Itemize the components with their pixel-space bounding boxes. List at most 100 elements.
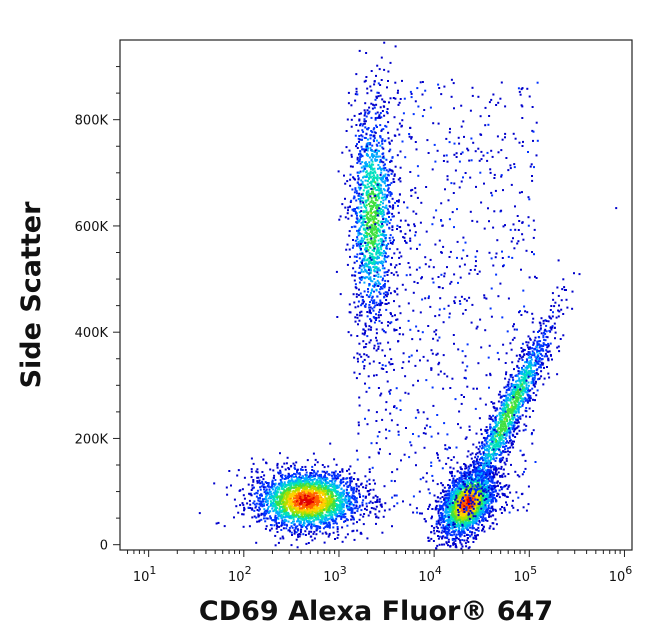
data-point: [324, 531, 327, 534]
data-point: [312, 483, 315, 486]
data-point: [325, 508, 328, 511]
data-point: [242, 525, 245, 528]
data-point: [446, 502, 449, 505]
data-point: [317, 485, 320, 488]
data-point: [472, 509, 475, 512]
data-point: [309, 492, 312, 495]
data-point: [266, 503, 269, 506]
data-point: [454, 543, 457, 545]
data-point: [474, 505, 477, 508]
data-point: [342, 509, 345, 512]
data-point: [274, 482, 277, 485]
data-point: [500, 512, 503, 514]
data-point: [328, 507, 331, 510]
data-point: [316, 527, 319, 530]
data-point: [313, 492, 316, 495]
data-point: [327, 524, 330, 527]
data-point: [469, 502, 471, 505]
data-point: [292, 515, 295, 518]
data-point: [436, 530, 439, 533]
data-point: [491, 509, 494, 512]
data-point: [271, 483, 274, 486]
data-point: [287, 495, 289, 498]
data-point: [264, 520, 267, 523]
data-point: [459, 492, 462, 495]
data-point: [454, 480, 457, 483]
data-point: [472, 541, 475, 543]
data-point: [276, 462, 279, 465]
data-point: [449, 534, 452, 536]
data-point: [285, 507, 288, 510]
data-point: [313, 519, 316, 522]
data-point: [325, 517, 328, 520]
data-point: [303, 497, 306, 500]
data-point: [276, 503, 279, 506]
data-point: [324, 522, 327, 525]
data-point: [291, 510, 294, 513]
data-point: [269, 517, 272, 520]
data-point: [279, 498, 282, 501]
data-point: [503, 493, 506, 496]
data-point: [309, 515, 312, 518]
data-point: [302, 480, 305, 482]
data-point: [439, 506, 442, 509]
data-point: [264, 492, 267, 495]
data-point: [452, 486, 455, 488]
data-point: [468, 519, 471, 522]
data-point: [295, 461, 298, 464]
data-point: [285, 496, 288, 499]
data-point: [329, 488, 332, 491]
data-point: [300, 510, 303, 513]
data-point: [285, 527, 288, 530]
data-point: [322, 498, 325, 500]
data-point: [467, 547, 470, 550]
data-point: [258, 503, 261, 506]
data-point: [266, 517, 269, 520]
data-point: [321, 502, 324, 505]
data-point: [443, 486, 446, 489]
data-point: [347, 491, 350, 494]
data-point: [471, 525, 474, 527]
data-point: [284, 516, 287, 519]
data-point: [508, 484, 511, 487]
data-point: [362, 499, 365, 502]
data-point: [467, 508, 470, 511]
data-point: [318, 490, 321, 493]
data-point: [276, 494, 278, 497]
data-point: [261, 480, 264, 483]
data-point: [460, 543, 463, 546]
data-point: [438, 504, 441, 507]
data-point: [310, 507, 313, 510]
data-point: [296, 499, 299, 502]
data-point: [342, 498, 345, 501]
data-point: [294, 480, 297, 483]
data-point: [267, 511, 270, 514]
data-point: [298, 499, 301, 501]
data-point: [253, 503, 256, 506]
data-point: [307, 490, 310, 493]
data-point: [332, 531, 335, 534]
data-point: [317, 518, 320, 521]
data-point: [304, 483, 307, 486]
data-point: [310, 525, 312, 528]
data-point: [301, 495, 304, 497]
data-point: [308, 512, 311, 515]
data-point: [344, 512, 347, 515]
data-point: [456, 461, 459, 464]
data-point: [462, 531, 465, 534]
data-point: [293, 532, 296, 535]
data-point: [260, 512, 263, 515]
data-point: [342, 477, 345, 480]
data-point: [480, 489, 483, 492]
data-point: [311, 489, 314, 492]
data-point: [314, 485, 317, 488]
data-point: [365, 484, 368, 487]
data-point: [462, 490, 465, 493]
data-point: [319, 530, 322, 533]
data-point: [339, 492, 342, 495]
data-point: [316, 470, 319, 473]
data-point: [337, 486, 340, 489]
data-point: [257, 514, 260, 517]
data-point: [267, 485, 270, 488]
data-point: [488, 512, 491, 515]
